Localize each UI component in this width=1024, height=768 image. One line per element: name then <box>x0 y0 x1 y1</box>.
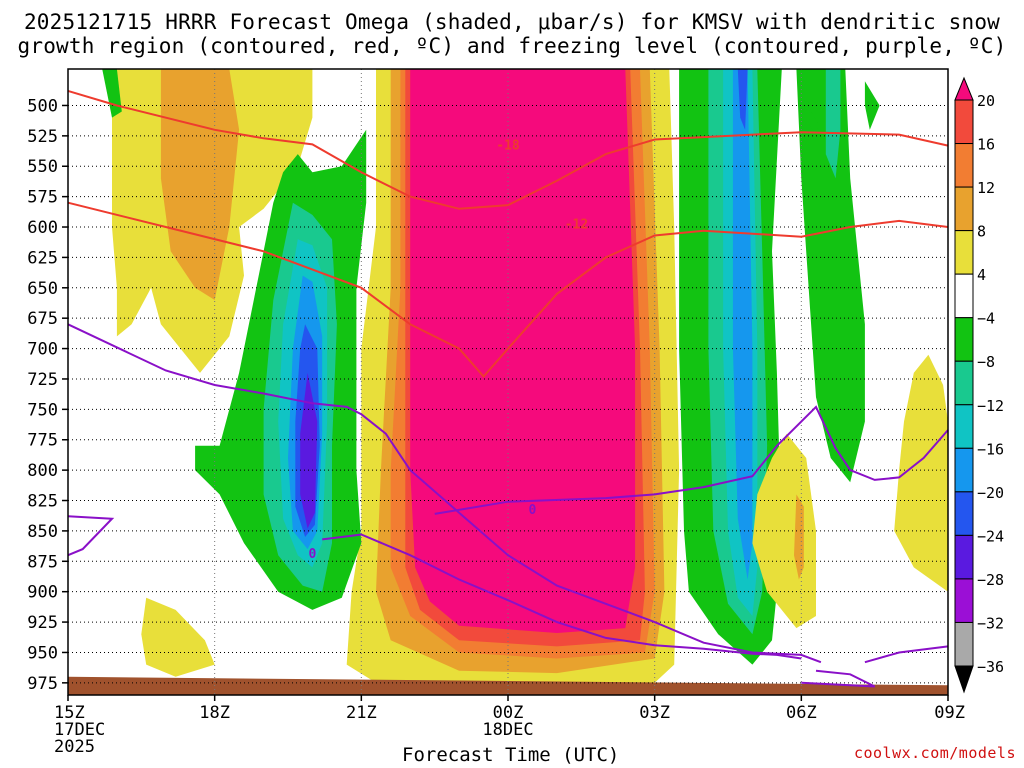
y-tick-label: 800 <box>27 461 58 481</box>
colorbar-label: −16 <box>977 440 1004 458</box>
colorbar-bin <box>954 186 974 232</box>
x-tick-label: 06Z <box>786 703 817 723</box>
omega-region-green-06z <box>796 69 865 483</box>
dgz-contour-label: -18 <box>496 138 520 153</box>
colorbar-label: −4 <box>977 310 995 328</box>
x-tick-year-label: 2025 <box>54 737 95 757</box>
freezing-level-label: 0 <box>309 547 317 562</box>
x-tick-label: 18Z <box>199 703 230 723</box>
y-tick-label: 875 <box>27 552 58 572</box>
y-tick-label: 925 <box>27 613 58 633</box>
x-tick-label: 09Z <box>934 703 965 723</box>
colorbar-top-triangle <box>954 76 974 101</box>
omega-region-green-06z-dot <box>808 111 819 136</box>
x-tick-label: 15Z <box>54 703 85 723</box>
y-tick-label: 975 <box>27 674 58 694</box>
y-tick-label: 775 <box>27 431 58 451</box>
y-tick-label: 750 <box>27 400 58 420</box>
omega-region-yellow-right <box>894 354 948 592</box>
x-tick-label: 00Z <box>493 703 524 723</box>
chart-title-line-1: 2025121715 HRRR Forecast Omega (shaded, … <box>23 10 1001 34</box>
y-tick-label: 525 <box>27 127 58 147</box>
omega-region-purple-20z <box>300 372 318 529</box>
y-tick-label: 625 <box>27 248 58 268</box>
freezing-level-contour <box>434 405 949 515</box>
colorbar-label: −24 <box>977 527 1004 545</box>
colorbar-label: −32 <box>977 614 1004 632</box>
y-tick-label: 600 <box>27 218 58 238</box>
y-tick-label: 825 <box>27 492 58 512</box>
colorbar-label: −28 <box>977 571 1004 589</box>
omega-region-green-19z-small <box>253 488 266 544</box>
omega-region-orange-left <box>160 69 240 300</box>
colorbar-label: 16 <box>977 136 995 154</box>
y-tick-label: 950 <box>27 643 58 663</box>
freezing-level-contour <box>801 669 876 688</box>
y-tick-label: 850 <box>27 522 58 542</box>
colorbar-bin <box>954 273 974 319</box>
y-tick-label: 575 <box>27 188 58 208</box>
omega-region-darkblue-04z <box>737 69 748 130</box>
y-tick-label: 725 <box>27 370 58 390</box>
colorbar-label: −36 <box>977 658 1004 676</box>
omega-region-yellow-lowleft <box>141 597 215 677</box>
x-tick-date-label: 18DEC <box>482 720 533 740</box>
omega-core-gt20 <box>410 69 636 633</box>
colorbar-bin <box>954 534 974 580</box>
colorbar-label: 4 <box>977 266 986 284</box>
y-tick-label: 900 <box>27 583 58 603</box>
freezing-level-contour <box>67 515 115 557</box>
colorbar-bin <box>954 143 974 188</box>
freezing-level-contour <box>864 645 949 664</box>
colorbar-label: −12 <box>977 397 1004 415</box>
x-axis-label: Forecast Time (UTC) <box>402 744 620 766</box>
colorbar-bin <box>954 99 974 145</box>
colorbar-bin <box>954 360 974 406</box>
colorbar-label: 20 <box>977 92 995 110</box>
y-tick-label: 650 <box>27 279 58 299</box>
colorbar-label: 8 <box>977 223 986 241</box>
dgz-contour-line <box>67 89 949 210</box>
x-tick-date-label: 17DEC <box>54 720 105 740</box>
freezing-level-contour <box>67 323 822 664</box>
y-tick-label: 550 <box>27 157 58 177</box>
colorbar-bin <box>954 317 974 362</box>
x-tick-label: 21Z <box>346 703 377 723</box>
colorbar-label: 12 <box>977 179 995 197</box>
colorbar-bin <box>954 447 974 493</box>
colorbar-bin <box>954 491 974 536</box>
x-tick-label: 03Z <box>639 703 670 723</box>
omega-region-blue-04z <box>732 69 753 580</box>
dgz-contour-label: -12 <box>565 217 588 232</box>
y-tick-label: 500 <box>27 96 58 116</box>
colorbar-bin <box>954 404 974 449</box>
y-tick-label: 700 <box>27 340 58 360</box>
chart-title-line-2: growth region (contoured, red, ºC) and f… <box>17 34 1007 58</box>
dgz-contour-line <box>67 201 949 379</box>
colorbar-bin <box>954 230 974 275</box>
source-credit: coolwx.com/models <box>853 744 1016 762</box>
colorbar-bottom-triangle <box>954 665 974 694</box>
freezing-level-label: 0 <box>529 503 537 518</box>
freezing-level-contour <box>322 533 802 660</box>
colorbar-label: −20 <box>977 484 1004 502</box>
colorbar-bin <box>954 578 974 623</box>
colorbar-label: −8 <box>977 353 995 371</box>
omega-region-orange-05z <box>794 494 804 580</box>
y-tick-label: 675 <box>27 309 58 329</box>
omega-region-teal-06z <box>825 69 841 179</box>
colorbar-bin <box>954 621 974 667</box>
